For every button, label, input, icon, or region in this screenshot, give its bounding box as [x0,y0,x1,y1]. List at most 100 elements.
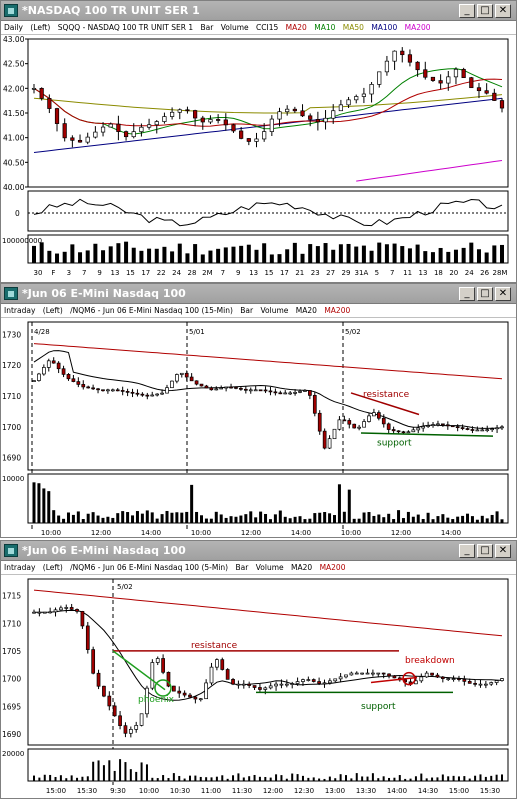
volume-bar [224,517,228,523]
volume-bar [474,775,477,781]
intraday15-candle [179,372,184,375]
intraday15-candle [332,428,337,440]
scale-label: (Left) [30,23,51,32]
volume-bar [484,776,487,781]
intraday15-candle [224,386,228,389]
intraday15-candle [381,417,386,425]
x-tick-label: 14:00 [441,529,461,537]
volume-bar [126,512,130,523]
volume-bar [357,518,361,523]
window-title: *NASDAQ 100 TR UNIT SER 1 [22,4,200,17]
intraday-15min-chart-area[interactable]: 1730 1720 1710 1700 1690 4/28 5/01 5/02 resistan… [1,318,516,537]
intraday5-candle [134,725,139,730]
minimize-button[interactable]: _ [459,287,475,301]
volume-bar [178,775,181,781]
intraday5-candle [279,683,284,686]
intraday5-candle [75,609,79,612]
volume-bar [232,775,235,781]
close-button[interactable]: ✕ [495,4,511,18]
volume-bar [308,518,312,523]
volume-bar [285,778,288,781]
maximize-button[interactable]: □ [477,287,493,301]
window-titlebar[interactable]: *Jun 06 E-Mini Nasdaq 100 _ □ ✕ [1,284,516,304]
maximize-button[interactable]: □ [477,544,493,558]
volume-bar [425,778,428,781]
volume-bar [273,514,277,523]
intraday5-candle [112,705,117,717]
volume-bar [318,512,322,523]
volume-bar [47,250,52,263]
intraday5-candle [91,649,96,674]
window-titlebar[interactable]: *NASDAQ 100 TR UNIT SER 1 _ □ ✕ [1,1,516,21]
intraday15-candle [475,429,480,432]
daily-candle [499,100,505,109]
daily-candle [93,131,98,138]
intraday15-candle [436,423,440,426]
intraday-5min-window[interactable]: *Jun 06 E-Mini Nasdaq 100 _ □ ✕ Intraday… [0,540,517,799]
volume-bar [33,775,35,781]
scale-label: (Left) [42,563,63,572]
window-title: *Jun 06 E-Mini Nasdaq 100 [22,544,186,557]
volume-bar [209,518,213,523]
volume-bar [195,511,199,523]
minimize-button[interactable]: _ [459,4,475,18]
intraday15-candle [135,392,140,395]
intraday5-candle [457,678,461,680]
daily-chart-window[interactable]: *NASDAQ 100 TR UNIT SER 1 _ □ ✕ Daily (L… [0,0,517,283]
volume-bar [231,246,236,263]
volume-bar [91,512,95,523]
volume-bar [175,512,179,523]
volume-bar [387,513,391,523]
x-tick-label: 11:00 [201,787,221,795]
volume-bar [452,775,455,781]
intraday15-candle [406,431,411,434]
intraday15-candle [248,389,253,392]
x-tick-label: 31A [355,269,369,277]
x-tick-label: 24 [172,269,181,277]
daily-chart-area[interactable]: 43.00 42.50 42.00 41.50 41.00 40.50 40.00 0 1000… [1,35,516,282]
close-button[interactable]: ✕ [495,544,511,558]
intraday15-candle [342,419,347,422]
intraday5-candle [306,679,311,681]
volume-bar [190,484,194,523]
volume-bar [382,776,385,781]
intraday5-candle [478,683,483,686]
intraday15-candle [165,387,169,394]
daily-candle [377,71,382,85]
x-tick-label: 24 [465,269,474,277]
volume-bar [242,777,245,781]
intraday5-candle [349,672,354,676]
volume-bar [150,512,154,523]
intraday-5min-chart-area[interactable]: 1715 1710 1705 1700 1695 1690 5/02 resistance ph… [1,575,516,798]
volume-bar [234,516,238,523]
volume-bar [180,512,184,523]
intraday15-candle [110,389,115,392]
symbol-description: SQQQ - NASDAQ 100 TR UNIT SER 1 [57,23,194,32]
volume-bar [361,776,364,781]
volume-bar [461,515,465,523]
intraday5-candle [376,672,381,675]
volume-bar [283,516,287,523]
intraday15-candle [175,374,179,382]
window-titlebar[interactable]: *Jun 06 E-Mini Nasdaq 100 _ □ ✕ [1,541,516,561]
volume-bar [308,244,313,263]
chart-info-bar: Intraday (Left) /NQM6 - Jun 06 E-Mini Na… [1,304,516,318]
volume-bar [446,251,451,263]
x-tick-label: 10:00 [341,529,361,537]
minimize-button[interactable]: _ [459,544,475,558]
volume-bar [431,519,435,523]
volume-bar [258,776,261,781]
intraday15-candle [234,387,238,389]
intraday5-candle [258,687,262,690]
volume-bar [307,777,310,781]
close-button[interactable]: ✕ [495,287,511,301]
volume-bar [170,251,175,263]
maximize-button[interactable]: □ [477,4,493,18]
volume-bar [59,775,62,781]
intraday15-candle [81,384,86,388]
volume-bar [301,775,304,781]
intraday-15min-window[interactable]: *Jun 06 E-Mini Nasdaq 100 _ □ ✕ Intraday… [0,283,517,538]
intraday5-candle [193,696,198,700]
volume-label: Volume [220,23,249,32]
daily-candle [323,117,328,123]
